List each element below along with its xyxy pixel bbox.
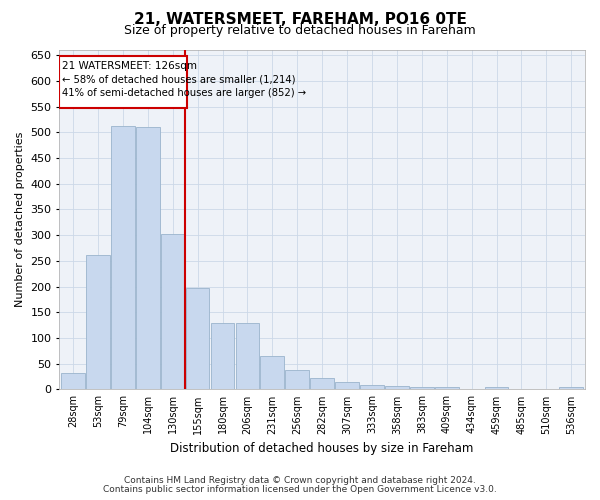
Bar bbox=[61, 374, 85, 390]
Bar bbox=[385, 386, 409, 390]
Text: 21, WATERSMEET, FAREHAM, PO16 0TE: 21, WATERSMEET, FAREHAM, PO16 0TE bbox=[134, 12, 466, 28]
Bar bbox=[435, 388, 458, 390]
Bar bbox=[310, 378, 334, 390]
Text: ← 58% of detached houses are smaller (1,214): ← 58% of detached houses are smaller (1,… bbox=[62, 75, 296, 85]
Bar bbox=[410, 387, 434, 390]
Bar bbox=[559, 387, 583, 390]
Bar bbox=[460, 389, 484, 390]
Text: Contains public sector information licensed under the Open Government Licence v3: Contains public sector information licen… bbox=[103, 485, 497, 494]
Bar bbox=[509, 389, 533, 390]
Bar bbox=[335, 382, 359, 390]
Bar bbox=[485, 388, 508, 390]
Text: 41% of semi-detached houses are larger (852) →: 41% of semi-detached houses are larger (… bbox=[62, 88, 307, 98]
Text: Contains HM Land Registry data © Crown copyright and database right 2024.: Contains HM Land Registry data © Crown c… bbox=[124, 476, 476, 485]
Bar bbox=[236, 322, 259, 390]
Bar bbox=[260, 356, 284, 390]
Bar bbox=[161, 234, 185, 390]
X-axis label: Distribution of detached houses by size in Fareham: Distribution of detached houses by size … bbox=[170, 442, 474, 455]
Bar bbox=[211, 322, 235, 390]
Bar bbox=[111, 126, 134, 390]
Text: Size of property relative to detached houses in Fareham: Size of property relative to detached ho… bbox=[124, 24, 476, 37]
Bar bbox=[360, 386, 384, 390]
Bar bbox=[136, 127, 160, 390]
Bar bbox=[535, 389, 558, 390]
Y-axis label: Number of detached properties: Number of detached properties bbox=[15, 132, 25, 308]
Bar bbox=[186, 288, 209, 390]
Bar bbox=[86, 254, 110, 390]
Bar bbox=[286, 370, 309, 390]
Bar bbox=[59, 56, 187, 108]
Text: 21 WATERSMEET: 126sqm: 21 WATERSMEET: 126sqm bbox=[62, 62, 197, 72]
